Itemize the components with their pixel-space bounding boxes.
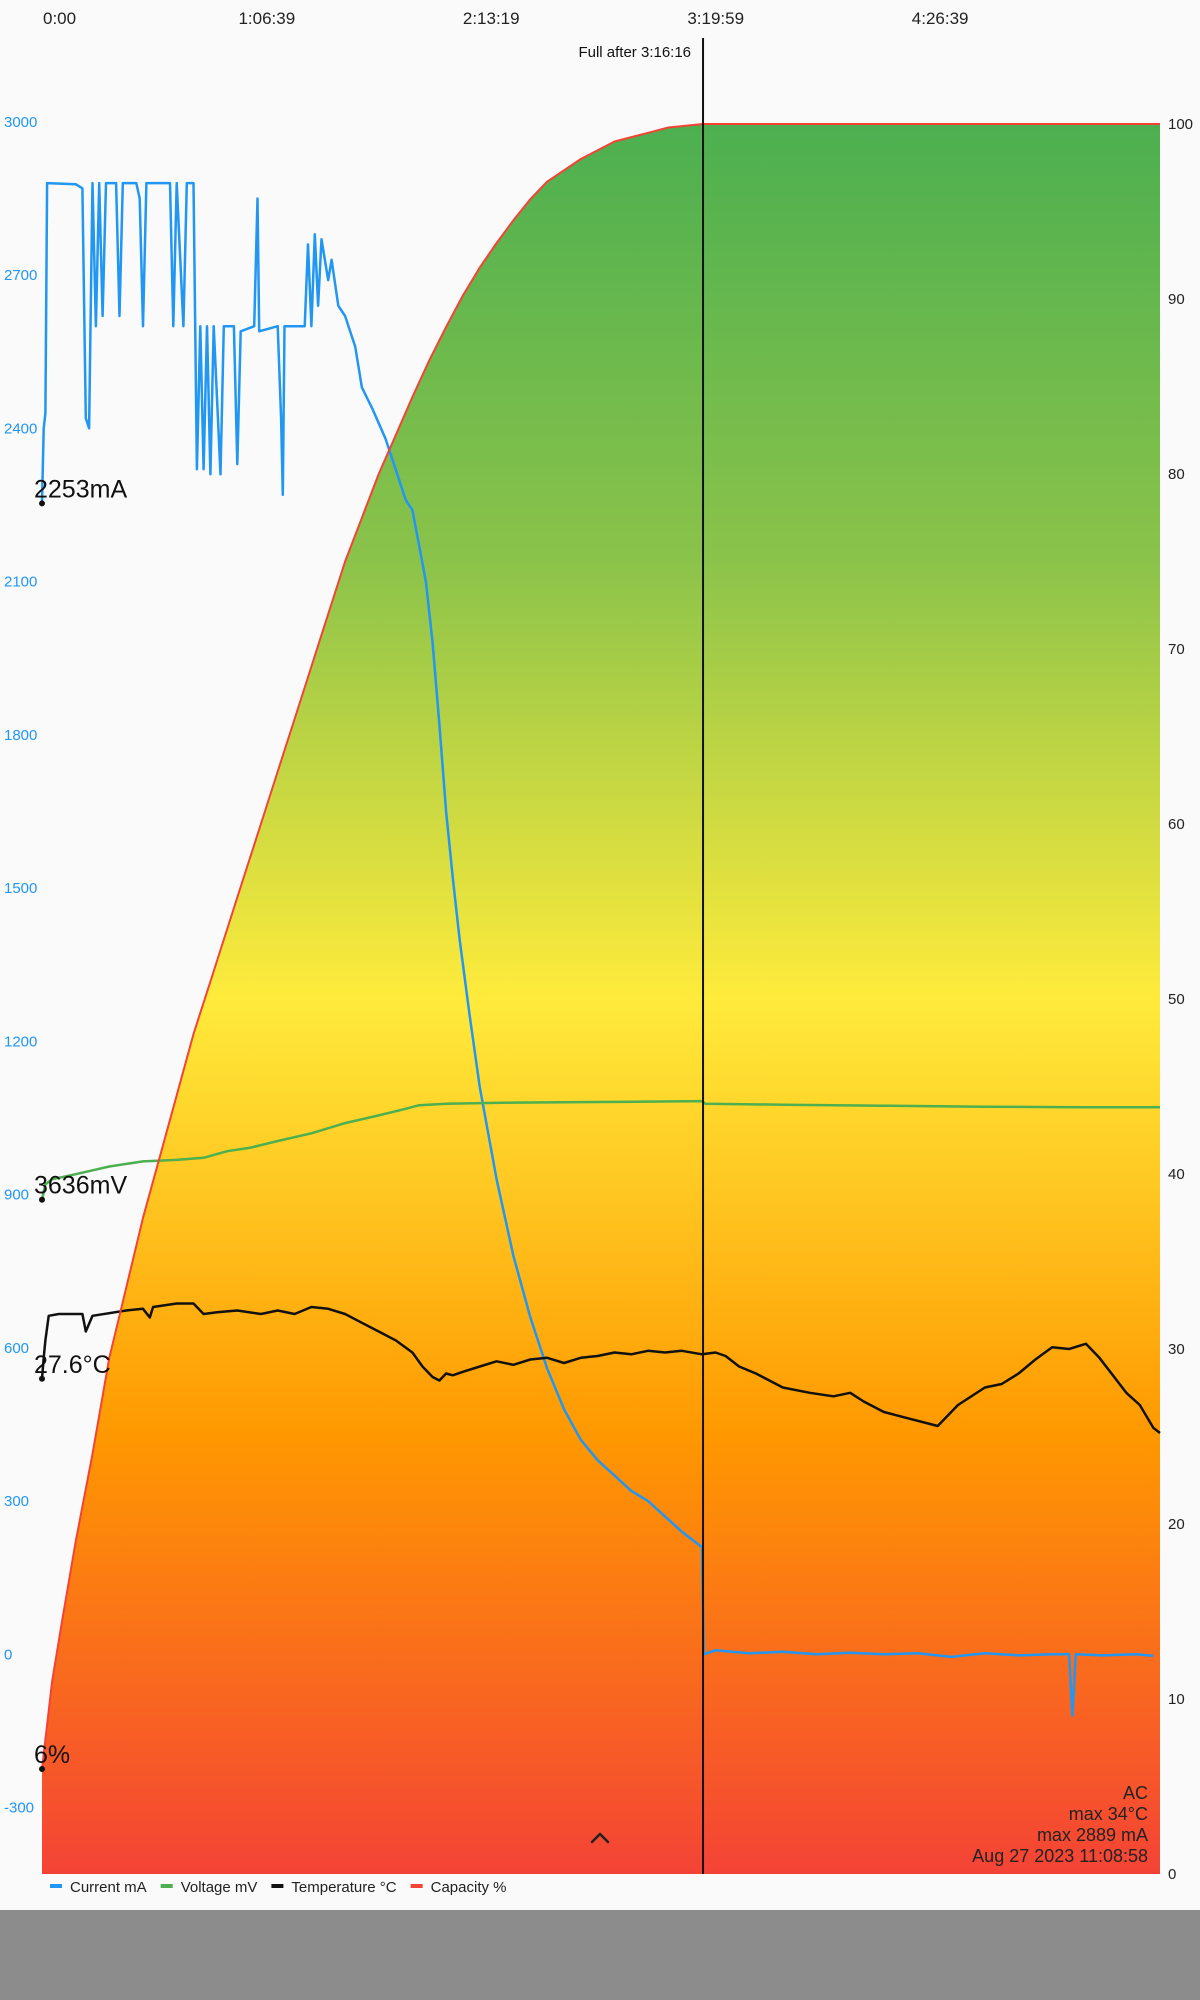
live-dot-voltage	[39, 1196, 45, 1203]
chart-svg: 0:00 1:06:39 2:13:19 3:19:59 4:26:39-3000300…	[4, 9, 1193, 1896]
right-tick-label: 20	[1168, 1516, 1185, 1533]
right-tick-label: 100	[1168, 116, 1193, 133]
x-tick-label: 2:13:19	[463, 9, 520, 28]
legend-swatch	[50, 1884, 62, 1888]
live-label-capacity: 6%	[34, 1741, 70, 1769]
legend-label: Temperature °C	[291, 1879, 396, 1896]
left-tick-label: 600	[4, 1340, 29, 1357]
right-tick-label: 50	[1168, 991, 1185, 1008]
right-tick-label: 90	[1168, 291, 1185, 308]
live-values: 2253mA 3636mV 27.6°C 6%	[34, 475, 127, 1772]
axis-labels: 0:00 1:06:39 2:13:19 3:19:59 4:26:39-3000300…	[4, 9, 1193, 1883]
left-tick-label: 300	[4, 1493, 29, 1510]
left-tick-label: 2700	[4, 267, 37, 284]
marker-label: Full after 3:16:16	[578, 44, 691, 61]
legend-swatch	[271, 1884, 284, 1888]
right-tick-label: 30	[1168, 1341, 1185, 1358]
chevron-up-icon[interactable]	[590, 1832, 610, 1844]
series-temperature	[40, 1302, 1161, 1434]
info-line: Aug 27 2023 11:08:58	[972, 1846, 1148, 1866]
legend-label: Voltage mV	[181, 1879, 258, 1896]
left-tick-label: 0	[4, 1646, 12, 1663]
right-tick-label: 60	[1168, 816, 1185, 833]
left-tick-label: 1200	[4, 1033, 37, 1050]
x-tick-label: 0:00	[43, 9, 76, 28]
full-marker: Full after 3:16:16	[578, 38, 705, 1874]
right-tick-label: 10	[1168, 1691, 1185, 1708]
live-label-current: 2253mA	[34, 475, 127, 503]
info-line: AC	[1123, 1783, 1148, 1803]
left-tick-label: 3000	[4, 114, 37, 131]
left-tick-label: -300	[4, 1800, 34, 1817]
left-tick-label: 2400	[4, 420, 37, 437]
legend-label: Current mA	[70, 1879, 147, 1896]
left-tick-label: 900	[4, 1187, 29, 1204]
x-tick-label: 4:26:39	[912, 9, 969, 28]
battery-chart[interactable]: 0:00 1:06:39 2:13:19 3:19:59 4:26:39 -300 0 300…	[0, 0, 1200, 1910]
series-current	[40, 181, 1154, 1717]
right-tick-label: 70	[1168, 641, 1185, 658]
live-label-voltage: 3636mV	[34, 1172, 127, 1200]
info-line: max 34°C	[1069, 1804, 1148, 1824]
legend-label: Capacity %	[431, 1879, 507, 1896]
legend: Current mA Voltage mV Temperature °C Capaci…	[50, 1879, 507, 1896]
right-tick-label: 80	[1168, 466, 1185, 483]
right-tick-label: 0	[1168, 1866, 1176, 1883]
capacity-area	[42, 124, 1160, 1874]
info-line: max 2889 mA	[1037, 1825, 1148, 1845]
system-nav-bar	[0, 1910, 1200, 2000]
series-voltage	[40, 1099, 1160, 1200]
x-tick-label: 1:06:39	[238, 9, 295, 28]
x-tick-label: 3:19:59	[687, 9, 744, 28]
capacity-fill	[42, 124, 1160, 1874]
live-dot-temperature	[39, 1375, 45, 1382]
left-tick-label: 1800	[4, 727, 37, 744]
left-tick-label: 1500	[4, 880, 37, 897]
live-label-temperature: 27.6°C	[34, 1351, 111, 1379]
right-tick-label: 40	[1168, 1166, 1185, 1183]
legend-swatch	[410, 1884, 423, 1888]
series-capacity	[41, 123, 1160, 1770]
legend-swatch	[160, 1884, 173, 1888]
live-dot-capacity	[39, 1766, 45, 1772]
left-tick-label: 2100	[4, 574, 37, 591]
live-dot-current	[39, 500, 45, 507]
series-lines	[40, 123, 1161, 1770]
